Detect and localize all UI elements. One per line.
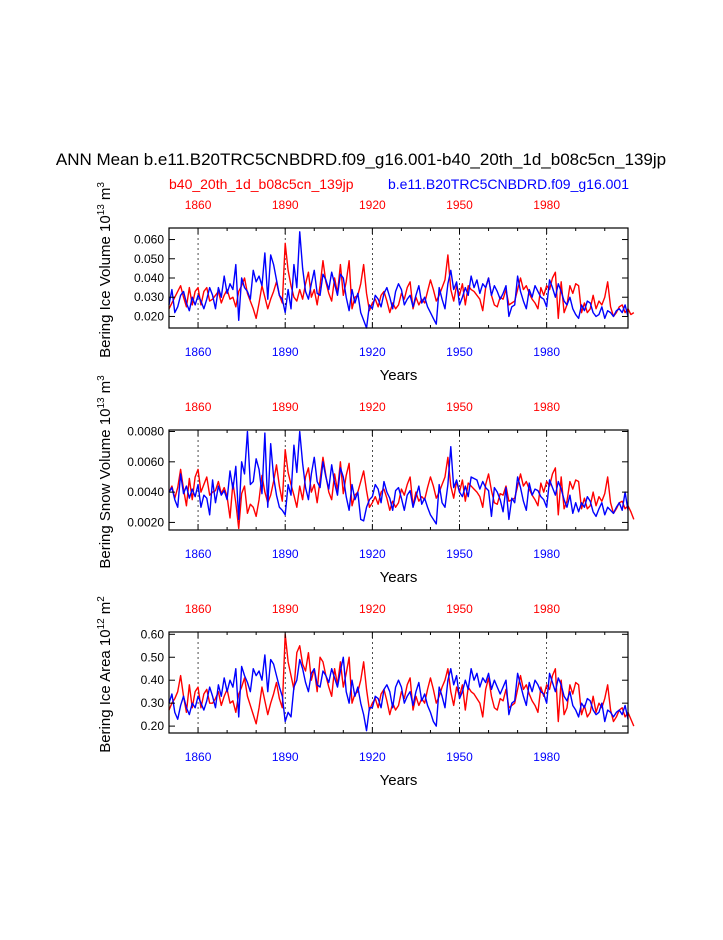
y-axis-label: Bering Snow Volume 1013m3	[96, 375, 114, 569]
y-tick-label: 0.0080	[127, 425, 164, 439]
top-x-tick-label: 1860	[185, 400, 212, 414]
x-axis-label: Years	[380, 772, 418, 789]
plot-frame	[168, 631, 629, 734]
bottom-x-tick-label: 1920	[359, 345, 386, 359]
y-tick-label: 0.0060	[127, 455, 164, 469]
bottom-x-tick-label: 1890	[272, 345, 299, 359]
y-tick-label: 0.0020	[127, 515, 164, 529]
snow-volume-panel: 0.0020 0.0040 0.0060 0.0080 1860 1860 1890 1890…	[96, 375, 635, 586]
top-x-tick-label: 1860	[185, 198, 212, 212]
ice-volume-panel: 0.020 0.030 0.040 0.050 0.060 1860 1860 1890 189…	[96, 182, 635, 384]
top-x-tick-label: 1980	[533, 602, 560, 616]
blue-series-line	[168, 654, 629, 732]
bottom-x-tick-label: 1890	[272, 750, 299, 764]
bottom-x-tick-label: 1860	[185, 750, 212, 764]
bottom-x-tick-label: 1920	[359, 750, 386, 764]
y-axis-label: Bering Ice Area 1012m2	[96, 596, 114, 753]
y-tick-label: 0.030	[134, 290, 164, 304]
bottom-x-tick-label: 1860	[185, 345, 212, 359]
red-series-line	[168, 449, 635, 530]
top-x-tick-label: 1920	[359, 400, 386, 414]
bottom-x-tick-label: 1950	[446, 345, 473, 359]
y-tick-label: 0.050	[134, 252, 164, 266]
legend-blue-label: b.e11.B20TRC5CNBDRD.f09_g16.001	[388, 176, 629, 192]
y-tick-label: 0.0040	[127, 485, 164, 499]
top-x-tick-label: 1890	[272, 198, 299, 212]
top-x-tick-label: 1980	[533, 400, 560, 414]
y-tick-label: 0.020	[134, 309, 164, 323]
blue-series-line	[168, 231, 629, 329]
y-tick-label: 0.30	[141, 696, 165, 710]
page-title: ANN Mean b.e11.B20TRC5CNBDRD.f09_g16.001…	[56, 150, 666, 169]
top-x-tick-label: 1950	[446, 602, 473, 616]
y-axis-label: Bering Ice Volume 1013m3	[96, 182, 114, 358]
ice-area-panel: 0.20 0.30 0.40 0.50 0.60 1860 1860 1890 1890 1920…	[96, 596, 635, 789]
bottom-x-tick-label: 1950	[446, 750, 473, 764]
top-x-tick-label: 1950	[446, 198, 473, 212]
y-tick-label: 0.040	[134, 271, 164, 285]
y-tick-label: 0.60	[141, 627, 165, 641]
x-axis-label: Years	[380, 367, 418, 384]
y-tick-label: 0.060	[134, 233, 164, 247]
bottom-x-tick-label: 1920	[359, 547, 386, 561]
y-tick-label: 0.40	[141, 673, 165, 687]
bottom-x-tick-label: 1890	[272, 547, 299, 561]
top-x-tick-label: 1860	[185, 602, 212, 616]
bottom-x-tick-label: 1980	[533, 345, 560, 359]
top-x-tick-label: 1950	[446, 400, 473, 414]
top-x-tick-label: 1890	[272, 400, 299, 414]
blue-series-line	[168, 430, 629, 525]
top-x-tick-label: 1920	[359, 198, 386, 212]
bottom-x-tick-label: 1950	[446, 547, 473, 561]
x-axis-label: Years	[380, 569, 418, 586]
plot-frame	[168, 429, 629, 531]
top-x-tick-label: 1980	[533, 198, 560, 212]
red-series-line	[168, 242, 635, 320]
top-x-tick-label: 1890	[272, 602, 299, 616]
bottom-x-tick-label: 1980	[533, 547, 560, 561]
legend-red-label: b40_20th_1d_b08c5cn_139jp	[169, 176, 354, 192]
bottom-x-tick-label: 1860	[185, 547, 212, 561]
y-tick-label: 0.50	[141, 650, 165, 664]
y-tick-label: 0.20	[141, 719, 165, 733]
top-x-tick-label: 1920	[359, 602, 386, 616]
bottom-x-tick-label: 1980	[533, 750, 560, 764]
